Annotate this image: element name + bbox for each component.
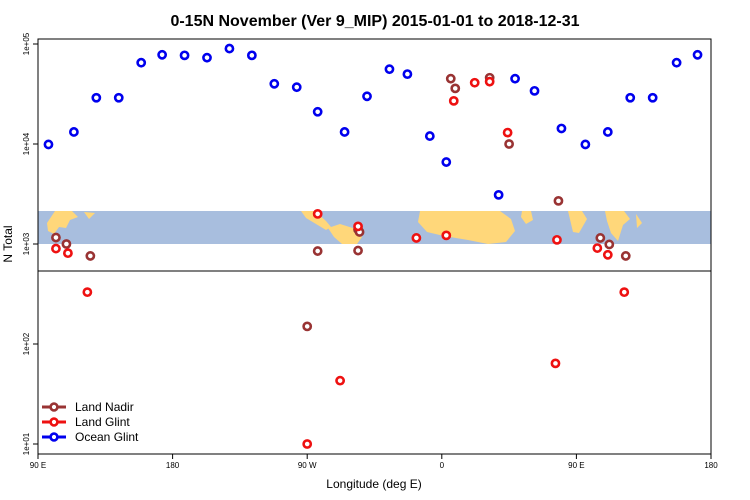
point-ocean-glint <box>647 92 658 103</box>
point-land-nadir <box>312 246 323 256</box>
plot-frame-bottom <box>37 270 712 455</box>
x-axis: 90 E 180 90 W 0 90 E 180 <box>30 454 718 470</box>
point-land-nadir <box>604 239 615 250</box>
map-land-arabia <box>521 211 533 224</box>
point-land-glint <box>592 243 603 253</box>
point-ocean-glint <box>68 127 79 137</box>
legend-label-ocean-glint: Ocean Glint <box>75 430 139 444</box>
point-land-glint <box>63 248 73 259</box>
y-axis-label: N Total <box>1 225 15 262</box>
data-points <box>43 43 703 449</box>
legend-marker-land-nadir <box>49 402 59 412</box>
point-land-glint <box>552 234 562 245</box>
point-ocean-glint <box>246 50 257 61</box>
point-ocean-glint <box>312 106 323 117</box>
point-ocean-glint <box>384 64 395 75</box>
map-land-central-america <box>301 211 331 230</box>
point-ocean-glint <box>269 78 280 89</box>
point-ocean-glint <box>671 57 682 68</box>
legend-marker-land-glint <box>49 417 59 427</box>
point-ocean-glint <box>441 157 452 167</box>
point-ocean-glint <box>179 50 190 61</box>
map-land-india <box>568 211 587 233</box>
x-axis-label: Longitude (deg E) <box>326 477 421 491</box>
legend-marker-ocean-glint <box>49 432 59 442</box>
point-land-nadir <box>553 195 564 206</box>
point-land-glint <box>411 233 422 243</box>
point-ocean-glint <box>136 57 147 68</box>
point-land-nadir <box>61 239 72 249</box>
point-land-nadir <box>353 245 363 256</box>
point-ocean-glint <box>602 127 613 137</box>
point-ocean-glint <box>291 82 302 93</box>
point-land-nadir <box>504 139 514 149</box>
x-tick-label: 0 <box>440 461 445 470</box>
map-land-africa <box>418 211 515 244</box>
point-land-glint <box>619 287 630 298</box>
point-ocean-glint <box>625 92 636 103</box>
point-land-glint <box>502 127 513 138</box>
point-ocean-glint <box>91 92 102 103</box>
point-ocean-glint <box>202 52 212 63</box>
point-land-nadir <box>445 73 456 84</box>
point-ocean-glint <box>402 69 413 80</box>
point-land-nadir <box>85 251 96 261</box>
point-land-glint <box>312 208 323 219</box>
point-ocean-glint <box>339 127 350 137</box>
point-land-glint <box>82 287 93 298</box>
y-tick-label: 1e+01 <box>22 432 31 455</box>
point-ocean-glint <box>529 85 540 96</box>
point-ocean-glint <box>510 73 520 84</box>
point-land-glint <box>448 95 459 106</box>
y-tick-label: 1e+05 <box>22 32 31 55</box>
x-tick-label: 180 <box>704 461 718 470</box>
point-land-glint <box>51 243 61 254</box>
point-ocean-glint <box>43 139 54 150</box>
map-land-indochina <box>605 211 630 241</box>
point-land-glint <box>335 375 346 386</box>
point-land-glint <box>484 76 495 87</box>
legend-label-land-glint: Land Glint <box>75 415 130 429</box>
point-ocean-glint <box>157 49 168 60</box>
map-band <box>38 211 711 244</box>
y-tick-label: 1e+02 <box>22 332 31 355</box>
point-ocean-glint <box>692 49 703 60</box>
point-land-glint <box>302 439 313 449</box>
point-land-nadir <box>51 232 61 243</box>
x-tick-label: 90 E <box>568 461 584 470</box>
legend-label-land-nadir: Land Nadir <box>75 400 134 414</box>
point-ocean-glint <box>224 43 235 54</box>
point-ocean-glint <box>424 131 435 141</box>
x-tick-label: 90 E <box>30 461 46 470</box>
point-land-glint <box>550 358 561 369</box>
point-land-nadir <box>302 321 313 332</box>
point-ocean-glint <box>113 92 124 103</box>
y-tick-label: 1e+03 <box>22 232 31 255</box>
chart-title: 0-15N November (Ver 9_MIP) 2015-01-01 to… <box>170 13 579 30</box>
x-tick-label: 90 W <box>298 461 317 470</box>
point-land-glint <box>602 249 613 260</box>
point-land-glint <box>441 230 452 241</box>
point-ocean-glint <box>580 139 591 150</box>
point-ocean-glint <box>493 189 504 200</box>
point-land-nadir <box>450 83 461 94</box>
x-tick-label: 180 <box>166 461 180 470</box>
legend: Land Nadir Land Glint Ocean Glint <box>42 400 139 444</box>
point-ocean-glint <box>362 91 372 102</box>
map-land-new-guinea <box>84 212 95 219</box>
point-land-nadir <box>620 251 631 261</box>
point-land-nadir <box>595 233 606 243</box>
map-land-philippines <box>636 214 642 228</box>
point-land-glint <box>353 221 363 232</box>
y-tick-label: 1e+04 <box>22 132 31 155</box>
point-ocean-glint <box>556 123 567 134</box>
y-axis: 1e+01 1e+02 1e+03 1e+04 1e+05 <box>22 32 38 455</box>
point-land-glint <box>469 77 480 88</box>
map-land-southeast-asia <box>47 211 78 234</box>
